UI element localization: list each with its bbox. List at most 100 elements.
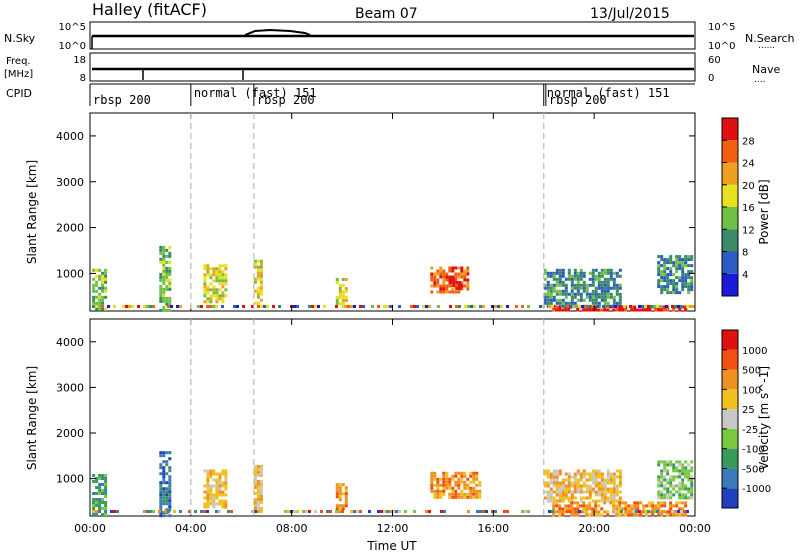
data-cell (209, 282, 213, 286)
data-cell (558, 277, 562, 281)
data-cell (570, 499, 574, 503)
data-cell (448, 486, 452, 490)
data-cell (168, 481, 172, 485)
velocity-xlabel: Time UT (366, 539, 417, 553)
colorbar-swatch (722, 468, 738, 489)
data-cell (209, 475, 213, 479)
data-cell (549, 286, 553, 290)
data-cell (657, 484, 661, 488)
data-cell (546, 274, 550, 278)
data-cell (224, 505, 228, 509)
data-cell (101, 498, 105, 501)
data-cell (609, 478, 613, 482)
freq-tick-bottom: 8 (80, 73, 86, 84)
mode-label: rbsp 200 (93, 93, 151, 107)
data-cell (549, 271, 553, 275)
data-cell (98, 507, 102, 510)
data-cell (95, 510, 98, 513)
data-cell (674, 305, 677, 308)
data-cell (410, 305, 413, 308)
data-cell (165, 248, 169, 252)
data-cell (603, 301, 607, 305)
data-cell (218, 487, 222, 491)
data-cell (104, 486, 108, 489)
data-cell (430, 275, 434, 279)
data-cell (253, 479, 257, 483)
data-cell (338, 287, 342, 290)
data-cell (606, 271, 610, 275)
data-cell (475, 471, 479, 475)
data-cell (663, 475, 667, 479)
data-cell (570, 295, 574, 299)
data-cell (591, 295, 595, 299)
data-cell (618, 478, 622, 482)
data-cell (104, 492, 108, 495)
data-cell (684, 472, 688, 476)
data-cell (621, 507, 625, 511)
data-cell (413, 510, 416, 513)
freq-label: Freq. (6, 56, 31, 67)
data-cell (582, 501, 586, 505)
data-cell (212, 288, 216, 292)
data-cell (552, 277, 556, 281)
data-cell (573, 501, 577, 505)
data-cell (630, 507, 634, 511)
data-cell (663, 460, 667, 464)
data-cell (615, 469, 619, 473)
data-cell (672, 487, 676, 491)
data-cell (630, 510, 634, 514)
data-cell (221, 282, 225, 286)
data-cell (588, 496, 592, 500)
data-cell (209, 267, 213, 271)
data-cell (570, 475, 574, 479)
y-tick-label: 4000 (56, 336, 84, 349)
data-cell (460, 480, 464, 484)
data-cell (612, 295, 616, 299)
data-cell (684, 258, 688, 262)
data-cell (672, 493, 676, 497)
data-cell (690, 258, 694, 262)
data-cell (600, 496, 604, 500)
data-cell (561, 493, 565, 497)
data-cell (558, 493, 562, 497)
data-cell (644, 510, 647, 513)
data-cell (671, 305, 674, 308)
data-cell (168, 514, 172, 518)
data-cell (684, 261, 688, 265)
data-cell (95, 289, 99, 293)
data-cell (558, 504, 562, 508)
data-cell (165, 260, 169, 264)
data-cell (256, 473, 260, 477)
data-cell (675, 267, 679, 271)
data-cell (657, 282, 661, 286)
data-cell (615, 301, 619, 305)
data-cell (475, 483, 479, 487)
data-cell (597, 304, 601, 308)
data-cell (564, 496, 568, 500)
data-cell (603, 286, 607, 290)
data-cell (657, 308, 661, 312)
data-cell (672, 484, 676, 488)
x-tick-label: 16:00 (477, 522, 509, 535)
data-cell (597, 499, 601, 503)
data-cell (609, 274, 613, 278)
data-cell (555, 283, 559, 287)
data-cell (597, 472, 601, 476)
data-cell (591, 510, 595, 514)
data-cell (218, 273, 222, 277)
data-cell (206, 291, 210, 295)
data-cell (669, 279, 673, 283)
data-cell (428, 510, 431, 513)
data-cell (588, 298, 592, 302)
data-cell (256, 509, 260, 513)
data-cell (666, 279, 670, 283)
data-cell (618, 490, 622, 494)
data-cell (585, 484, 589, 488)
data-cell (448, 480, 452, 484)
data-cell (576, 490, 580, 494)
data-cell (335, 495, 339, 499)
data-cell (615, 490, 619, 494)
data-cell (552, 501, 556, 505)
data-cell (460, 477, 464, 481)
